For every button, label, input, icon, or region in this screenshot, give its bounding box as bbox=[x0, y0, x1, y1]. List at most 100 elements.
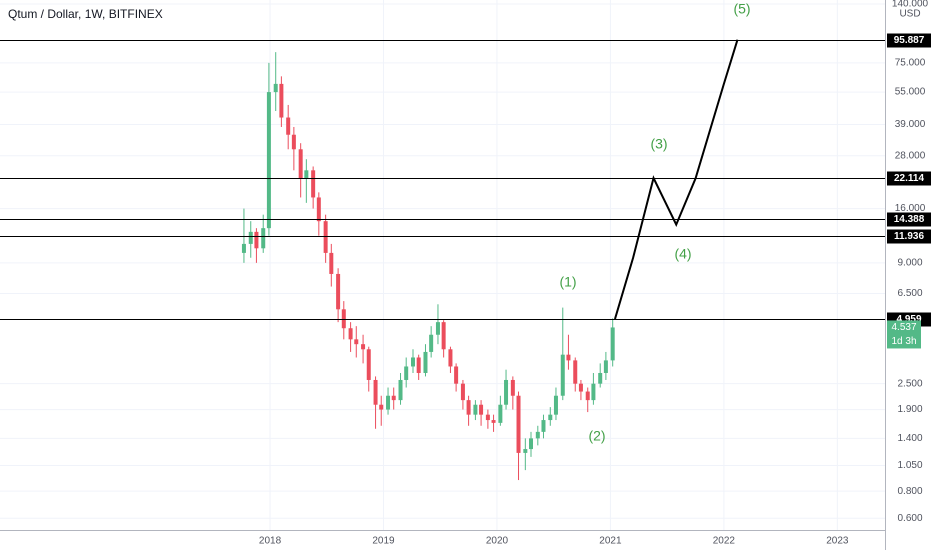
candle-body bbox=[348, 328, 353, 340]
candle-body bbox=[391, 395, 396, 401]
last-price-label: 4.537 bbox=[891, 322, 916, 333]
candle-body bbox=[573, 360, 578, 384]
currency-label: USD bbox=[899, 9, 920, 20]
candle-body bbox=[416, 357, 421, 373]
candle-body bbox=[404, 366, 409, 380]
candle-body bbox=[298, 149, 303, 179]
candle-body bbox=[273, 83, 278, 93]
candle-body bbox=[578, 383, 583, 392]
countdown-label: 1d 3h bbox=[891, 336, 916, 347]
candle-body bbox=[241, 243, 246, 253]
candle-body bbox=[316, 197, 321, 222]
candle-body bbox=[591, 383, 596, 401]
y-tick-label: 55.000 bbox=[895, 87, 926, 98]
candle-body bbox=[598, 372, 603, 384]
wave-label: (4) bbox=[674, 246, 691, 262]
y-tick-label: 140.000 bbox=[892, 0, 929, 10]
level-label: 11.936 bbox=[894, 231, 924, 242]
wave-label: (5) bbox=[733, 1, 750, 17]
candle-body bbox=[529, 438, 533, 450]
y-tick-label: 16.000 bbox=[895, 203, 926, 214]
candle-body bbox=[504, 379, 509, 405]
y-tick-label: 0.600 bbox=[897, 513, 922, 524]
candle-body bbox=[441, 322, 446, 350]
candle-body bbox=[460, 383, 465, 401]
candle-body bbox=[585, 391, 590, 401]
level-label: 14.388 bbox=[894, 214, 925, 225]
candle-body bbox=[560, 354, 565, 396]
candle-body bbox=[266, 92, 271, 229]
candle-body bbox=[341, 309, 346, 329]
candle-body bbox=[523, 449, 528, 453]
candle-body bbox=[516, 395, 521, 453]
level-label-box bbox=[887, 229, 931, 244]
candle-body bbox=[354, 339, 359, 345]
candle-body bbox=[373, 379, 378, 405]
candle-body bbox=[423, 351, 428, 373]
candle-body bbox=[541, 420, 546, 432]
y-tick-label: 39.000 bbox=[895, 119, 926, 130]
candle-body bbox=[366, 349, 371, 380]
candle-body bbox=[311, 170, 316, 198]
candle-body bbox=[510, 379, 515, 396]
candle-body bbox=[398, 379, 403, 401]
x-tick-label: 2022 bbox=[713, 536, 736, 547]
candle-body bbox=[566, 354, 571, 361]
candle-body bbox=[386, 395, 391, 410]
candle-body bbox=[535, 431, 540, 439]
y-tick-label: 1.050 bbox=[897, 460, 922, 471]
level-label: 95.887 bbox=[894, 35, 925, 46]
candle-body bbox=[548, 414, 553, 421]
candle-body bbox=[286, 117, 291, 135]
y-tick-label: 6.500 bbox=[897, 288, 922, 299]
level-label-box bbox=[887, 212, 931, 227]
candle-body bbox=[553, 395, 558, 415]
candle-body bbox=[610, 327, 615, 361]
candle-body bbox=[336, 273, 341, 310]
wave-label: (3) bbox=[650, 136, 667, 152]
candle-body bbox=[498, 404, 503, 423]
candle-body bbox=[473, 404, 478, 415]
candle-body bbox=[479, 404, 484, 415]
y-tick-label: 1.400 bbox=[897, 433, 922, 444]
candle-body bbox=[429, 334, 434, 352]
wave-label: (2) bbox=[588, 428, 605, 444]
candle-body bbox=[304, 170, 309, 179]
level-label: 22.114 bbox=[894, 173, 924, 184]
candle-body bbox=[248, 231, 253, 244]
candle-body bbox=[454, 366, 459, 384]
candle-body bbox=[491, 420, 496, 423]
x-tick-label: 2021 bbox=[599, 536, 622, 547]
candle-body bbox=[329, 252, 334, 274]
level-label-box bbox=[887, 33, 931, 48]
candle-body bbox=[411, 357, 415, 367]
candle-body bbox=[603, 360, 608, 373]
wave-label: (1) bbox=[559, 274, 576, 290]
candle-body bbox=[254, 231, 259, 249]
candle-body bbox=[485, 414, 490, 421]
last-price-box bbox=[887, 320, 921, 349]
candle-body bbox=[361, 344, 366, 350]
candle-body bbox=[466, 400, 471, 415]
candle-body bbox=[323, 221, 328, 253]
candle-body bbox=[261, 228, 266, 249]
level-label-box bbox=[887, 171, 931, 186]
y-tick-label: 0.800 bbox=[897, 486, 922, 497]
candle-body bbox=[435, 322, 440, 335]
y-tick-label: 28.000 bbox=[895, 150, 926, 161]
candle-body bbox=[279, 83, 284, 118]
x-tick-label: 2019 bbox=[372, 536, 395, 547]
level-label: 4.959 bbox=[896, 314, 921, 325]
x-tick-label: 2018 bbox=[259, 536, 282, 547]
candle-body bbox=[448, 349, 453, 367]
x-tick-label: 2023 bbox=[826, 536, 849, 547]
y-tick-label: 75.000 bbox=[895, 57, 926, 68]
y-tick-label: 1.900 bbox=[897, 404, 922, 415]
y-tick-label: 2.500 bbox=[897, 378, 922, 389]
y-tick-label: 9.000 bbox=[897, 257, 922, 268]
candle-body bbox=[379, 404, 384, 410]
chart-title: Qtum / Dollar, 1W, BITFINEX bbox=[8, 7, 163, 21]
candle-body bbox=[291, 134, 296, 150]
